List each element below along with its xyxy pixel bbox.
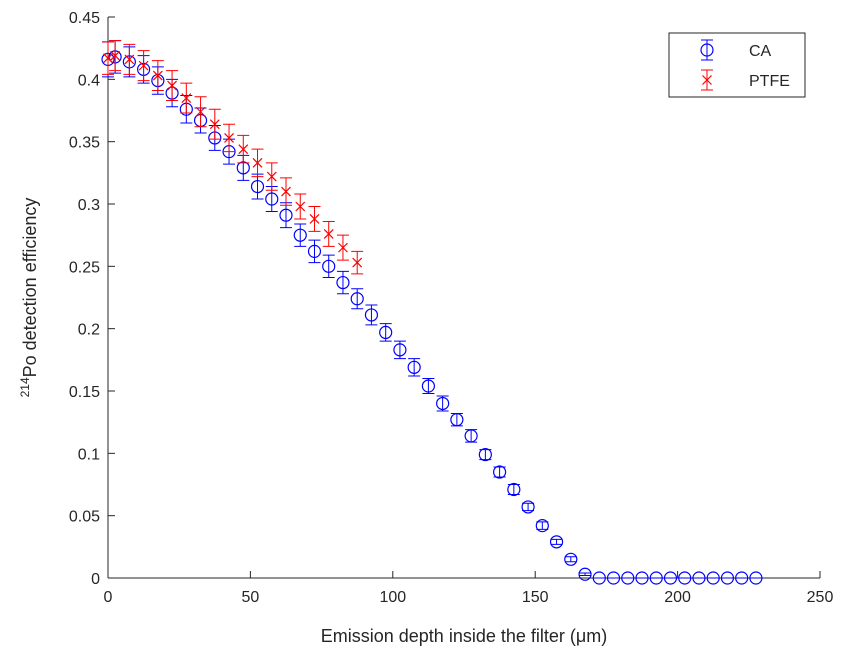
data-point bbox=[364, 308, 379, 322]
y-label-text: Po detection efficiency bbox=[20, 198, 40, 378]
data-point bbox=[578, 567, 592, 581]
data-point bbox=[281, 186, 291, 197]
data-point bbox=[606, 571, 621, 585]
x-tick-label: 100 bbox=[379, 589, 406, 606]
data-point bbox=[352, 257, 363, 268]
legend-box bbox=[668, 32, 806, 98]
x-tick-label: 200 bbox=[664, 589, 691, 606]
data-point bbox=[464, 429, 478, 443]
data-point bbox=[564, 552, 578, 566]
error-bar bbox=[294, 223, 307, 247]
y-tick-label: 0.45 bbox=[69, 10, 100, 27]
data-point bbox=[678, 571, 692, 585]
y-tick-label: 0.3 bbox=[78, 197, 100, 214]
data-point bbox=[350, 292, 364, 306]
data-point bbox=[138, 60, 149, 71]
error-bar bbox=[436, 395, 449, 412]
data-point bbox=[592, 571, 606, 585]
data-point bbox=[436, 396, 450, 411]
error-bar bbox=[351, 288, 364, 310]
y-tick-label: 0.35 bbox=[69, 135, 100, 152]
data-point bbox=[250, 179, 265, 194]
data-point bbox=[338, 242, 348, 253]
data-point bbox=[507, 482, 521, 497]
legend-errorbar bbox=[701, 39, 713, 61]
data-point bbox=[393, 343, 407, 357]
legend-marker bbox=[700, 43, 714, 57]
data-point bbox=[124, 54, 135, 65]
error-bar bbox=[365, 304, 378, 326]
y-tick-label: 0.2 bbox=[78, 322, 100, 339]
data-point bbox=[621, 571, 635, 585]
y-axis-label: 214Po detection efficiency bbox=[18, 198, 40, 398]
data-point bbox=[720, 571, 735, 585]
data-point bbox=[549, 535, 564, 549]
data-point bbox=[110, 50, 121, 61]
data-point bbox=[279, 208, 293, 222]
data-point bbox=[322, 259, 336, 273]
data-point bbox=[209, 119, 220, 130]
data-point bbox=[103, 53, 113, 64]
x-axis-label: Emission depth inside the filter (μm) bbox=[321, 626, 607, 646]
data-point bbox=[649, 571, 663, 585]
data-point bbox=[307, 244, 322, 258]
data-point bbox=[309, 214, 320, 224]
error-bar bbox=[422, 378, 435, 394]
error-bar bbox=[308, 239, 321, 264]
data-point bbox=[293, 228, 307, 242]
y-tick-label: 0.05 bbox=[69, 509, 100, 526]
data-point bbox=[181, 93, 192, 103]
legend-marker bbox=[702, 75, 712, 85]
x-tick-label: 150 bbox=[522, 589, 549, 606]
data-point bbox=[266, 171, 277, 182]
data-point bbox=[493, 465, 507, 479]
data-point bbox=[152, 70, 163, 81]
legend-label: PTFE bbox=[749, 73, 790, 90]
y-tick-label: 0 bbox=[91, 571, 100, 588]
error-bar bbox=[564, 556, 577, 563]
data-point bbox=[706, 571, 720, 585]
y-tick-label: 0.4 bbox=[78, 72, 100, 89]
data-point bbox=[692, 571, 706, 585]
data-point bbox=[450, 413, 464, 427]
data-point bbox=[336, 275, 350, 290]
data-point bbox=[521, 500, 535, 514]
data-point bbox=[407, 360, 421, 374]
data-point bbox=[295, 201, 306, 212]
y-label-superscript: 214 bbox=[18, 377, 32, 397]
legend-label: CA bbox=[749, 43, 772, 60]
data-point bbox=[195, 106, 206, 117]
data-point bbox=[265, 192, 279, 206]
data-point bbox=[252, 157, 263, 168]
data-point bbox=[238, 144, 249, 155]
x-tick-label: 50 bbox=[242, 589, 260, 606]
y-tick-label: 0.1 bbox=[78, 446, 100, 463]
data-point bbox=[224, 133, 234, 143]
data-point bbox=[735, 571, 749, 585]
data-point bbox=[167, 80, 178, 91]
data-point bbox=[635, 571, 649, 585]
error-bar bbox=[550, 538, 563, 545]
x-tick-label: 250 bbox=[807, 589, 834, 606]
data-point bbox=[323, 228, 334, 239]
error-bar bbox=[336, 270, 349, 295]
error-bar bbox=[322, 254, 335, 279]
y-tick-label: 0.15 bbox=[69, 384, 100, 401]
x-tick-label: 0 bbox=[104, 589, 113, 606]
data-point bbox=[663, 571, 678, 585]
data-point bbox=[749, 571, 763, 585]
data-point bbox=[535, 519, 549, 533]
y-tick-label: 0.25 bbox=[69, 259, 100, 276]
error-bar bbox=[579, 572, 592, 577]
data-point bbox=[379, 325, 393, 340]
data-point bbox=[478, 447, 492, 462]
data-point bbox=[421, 379, 435, 393]
